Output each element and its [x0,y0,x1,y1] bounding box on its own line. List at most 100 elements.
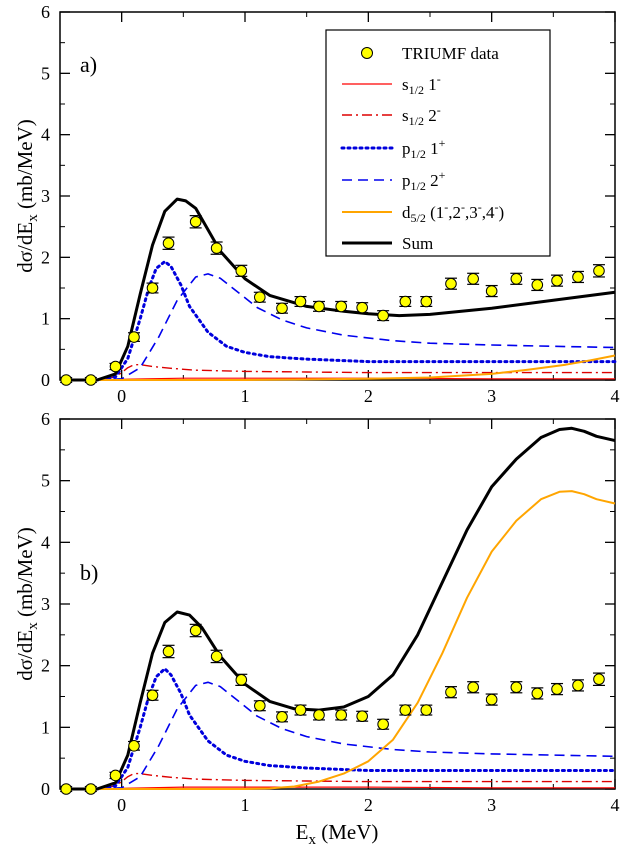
panel-b-marker [572,679,584,692]
panel-b-data-point [313,709,325,721]
panel-b-series-s12_2m [66,772,615,790]
legend-label-p12-1p: p1/2 1+ [402,136,446,161]
panel-a-marker [60,374,72,386]
panel-b-marker [85,783,97,795]
panel-b-x-tick-label: 2 [364,795,373,815]
panel-b-data-point [467,681,480,694]
panel-a-data-point [128,331,140,343]
panel-a-marker [356,301,368,314]
panel-a-data-point [253,291,266,304]
panel-a-marker [189,215,202,228]
panel-b-data-point [531,687,544,700]
panel-b-data-point [294,704,307,716]
legend-label-data: TRIUMF data [402,44,499,63]
panel-a-data-point [485,284,498,298]
panel-b-data-point [335,709,348,721]
panel-a-y-tick-label: 0 [41,370,50,390]
panel-b-data-point [356,710,369,723]
panel-a-data-point [60,374,73,386]
panel-a-y-tick-label: 6 [41,2,50,22]
panel-b-series-p12_2p [66,681,616,790]
panel-a-marker [276,302,288,315]
panel-b-data-point [109,769,122,782]
panel-b-series-sum [66,426,616,791]
panel-a-data-point [444,277,457,290]
panel-a-data-point [84,374,97,386]
panel-b-y-tick-label: 5 [41,471,50,491]
panel-a-y-tick-label: 3 [41,186,50,206]
panel-b-marker [356,710,368,723]
panel-b-marker [335,709,348,721]
x-axis-title: Ex (MeV) [296,820,379,848]
panel-a-data-point [551,274,564,287]
panel-a-data-points [60,215,605,386]
panel-a-series-p12_2p [66,273,616,381]
panel-a-data-point [313,300,325,313]
panel-a: a) 0 1 2 3 4 0 1 2 3 4 5 6 TRIUMF data s1/2 1- s1/… [13,2,620,406]
legend-item-p12-1p: p1/2 1+ [340,136,446,161]
panel-a-series-sum [66,197,616,382]
panel-b-data-point [253,699,266,712]
panel-a-y-tick-label: 1 [41,309,50,329]
panel-b-marker [593,673,605,686]
panel-a-marker [593,265,605,277]
panel-a-data-point [294,295,307,308]
panel-a-marker [210,242,223,254]
panel-a-marker [531,279,544,291]
panel-a-marker [445,277,457,290]
panel-b-y-tick-label: 2 [41,656,50,676]
panel-a-y-axis: 0 1 2 3 4 5 6 [41,2,615,390]
panel-a-x-tick-label: 2 [364,386,373,406]
panel-b-data-point [377,718,390,731]
panel-b-marker [420,704,433,716]
panel-b-data-point [592,672,605,687]
panel-a-data-point [146,282,159,294]
panel-b-curves [64,426,617,791]
panel-b-data-point [510,681,523,694]
panel-b-marker [531,687,544,700]
panel-b-marker [467,681,479,694]
panel-b-marker [485,693,498,706]
panel-b-y-tick-label: 3 [41,594,50,614]
panel-a-marker [420,295,433,308]
panel-a-data-point [162,236,175,250]
panel-a-x-axis: 0 1 2 3 4 [59,12,620,406]
panel-a-marker [335,300,348,313]
panel-b-series-d52 [66,490,616,790]
panel-a-y-tick-label: 5 [41,63,50,83]
panel-b-y-axis: 0 1 2 3 4 5 6 [41,409,615,799]
panel-a-data-point [467,272,480,285]
panel-b-frame [59,418,616,790]
panel-a-data-point [592,264,605,278]
panel-b-data-point [572,679,584,692]
panel-a-x-tick-label: 3 [487,386,496,406]
panel-a-data-point [109,360,122,373]
panel-a-marker [467,273,479,285]
panel-b-x-tick-label: 4 [611,795,620,815]
panel-a-marker [572,271,584,283]
legend-marker-data [361,47,373,59]
panel-a-marker [162,237,175,250]
panel-b-marker [162,645,175,658]
panel-b-x-tick-label: 0 [117,795,126,815]
panel-b-marker [109,769,122,782]
panel-b-data-point [444,686,457,699]
panel-b-marker [210,650,223,663]
panel-b-data-point [210,649,223,664]
panel-a-data-point [399,295,412,308]
panel-a-marker [551,274,563,287]
panel-b-data-point [60,783,73,795]
panel-a-marker [313,300,325,313]
panel-b-marker [276,711,288,723]
panel-a-marker [485,285,498,297]
panel-a-marker [510,273,523,285]
panel-b-marker [253,699,266,712]
panel-b-y-axis-title: dσ/dEx (mb/MeV) [13,527,41,681]
panel-a-marker [399,295,412,308]
panel-b-label: b) [80,560,98,585]
panel-a-data-point [235,264,248,277]
panel-a-label: a) [80,52,97,77]
panel-a-data-point [356,301,369,314]
panel-a-data-point [572,270,584,284]
